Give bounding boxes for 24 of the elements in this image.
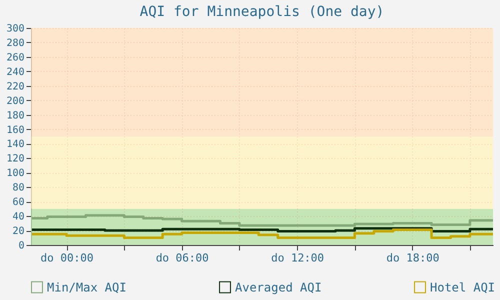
y-tick-label: 120 bbox=[6, 154, 24, 165]
y-tick-label: 180 bbox=[6, 110, 24, 122]
y-tick-label: 40 bbox=[12, 212, 24, 223]
y-tick-label: 140 bbox=[6, 139, 24, 150]
legend-label: Min/Max AQI bbox=[47, 280, 126, 294]
y-tick-label: 300 bbox=[6, 24, 24, 34]
x-tick-label: do 06:00 bbox=[156, 252, 209, 264]
y-tick-label: 20 bbox=[12, 226, 24, 238]
y-tick-label: 60 bbox=[12, 197, 24, 208]
y-tick-label: 240 bbox=[6, 66, 24, 78]
legend-label: Hotel AQI bbox=[430, 280, 496, 294]
y-tick-label: 80 bbox=[12, 182, 24, 194]
y-tick-label: 220 bbox=[6, 81, 24, 92]
x-tick-label: do 18:00 bbox=[386, 252, 440, 264]
x-tick-label: do 00:00 bbox=[40, 252, 94, 264]
y-tick-label: 160 bbox=[6, 124, 24, 136]
y-tick-label: 260 bbox=[6, 52, 24, 64]
legend-label: Averaged AQI bbox=[235, 280, 322, 294]
chart-title: AQI for Minneapolis (One day) bbox=[140, 4, 384, 20]
y-tick-label: 280 bbox=[6, 38, 24, 49]
x-tick-label: do 12:00 bbox=[271, 252, 324, 264]
y-tick-label: 100 bbox=[6, 168, 24, 180]
y-tick-label: 200 bbox=[6, 96, 24, 107]
y-tick-label: 0 bbox=[18, 240, 24, 252]
